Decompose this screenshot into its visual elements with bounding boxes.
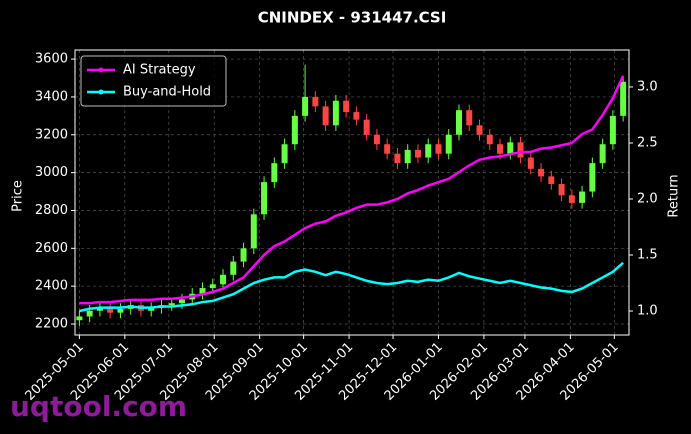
candle-body <box>435 144 442 154</box>
y2-tick-label: 3.0 <box>637 79 658 94</box>
candle-body <box>199 288 206 294</box>
candle-body <box>445 134 452 154</box>
candle-body <box>117 308 124 313</box>
candle-body <box>538 168 545 177</box>
candle-body <box>230 261 237 275</box>
legend-box <box>80 55 227 107</box>
candle-body <box>497 144 504 154</box>
candle-body <box>507 142 514 154</box>
candle-body <box>466 110 473 126</box>
candle-body <box>384 144 391 154</box>
chart-title: CNINDEX - 931447.CSI <box>258 9 447 27</box>
candle-body <box>168 303 175 306</box>
return-line <box>79 261 624 313</box>
plot-frame <box>74 49 630 336</box>
candle-body <box>599 144 606 164</box>
y-tick-label: 2200 <box>35 317 68 332</box>
return-line <box>79 75 625 305</box>
candle-body <box>373 134 380 145</box>
y-tick-label: 3400 <box>35 89 68 104</box>
candle-body <box>527 157 534 169</box>
y-tick-label: 2400 <box>35 279 68 294</box>
candle-body <box>414 149 421 158</box>
legend-marker <box>98 89 104 95</box>
candle-body <box>425 144 432 158</box>
y2-tick-label: 2.0 <box>637 191 658 206</box>
candle-body <box>250 214 257 249</box>
candle-body <box>209 284 216 289</box>
candle-body <box>86 310 93 317</box>
legend-label: Buy-and-Hold <box>123 85 211 100</box>
candle-body <box>76 316 83 321</box>
y-tick-label: 2800 <box>35 203 68 218</box>
y2-axis-label: Return <box>667 174 682 217</box>
candle-body <box>476 125 483 135</box>
candle-body <box>517 142 524 158</box>
candle-body <box>322 106 329 126</box>
y2-tick-label: 2.5 <box>637 135 658 150</box>
candle-body <box>107 306 114 313</box>
candle-body <box>394 153 401 164</box>
candle-body <box>548 176 555 184</box>
y-tick-label: 3000 <box>35 165 68 180</box>
candle-body <box>455 110 462 135</box>
y-tick-label: 2600 <box>35 241 68 256</box>
candle-body <box>363 119 370 135</box>
candle-body <box>302 96 309 116</box>
candle-body <box>404 149 411 164</box>
candle-body <box>281 144 288 164</box>
candle-body <box>558 183 565 196</box>
candle-body <box>271 163 278 183</box>
legend-marker <box>98 67 104 73</box>
candle-body <box>609 115 616 145</box>
candle-body <box>148 307 155 311</box>
y-axis-label: Price <box>11 180 26 212</box>
candle-body <box>486 134 493 145</box>
legend: AI Strategy Buy-and-Hold <box>80 55 227 107</box>
candle-body <box>312 96 319 107</box>
candle-body <box>353 112 360 120</box>
legend-label: AI Strategy <box>123 63 196 78</box>
watermark: uqtool.com <box>10 390 187 423</box>
candle-body <box>568 195 575 203</box>
candle-body <box>261 182 268 215</box>
candle-body <box>579 191 586 203</box>
candle-body <box>240 248 247 262</box>
y-tick-label: 3200 <box>35 127 68 142</box>
candle-body <box>332 100 339 126</box>
candle-body <box>343 100 350 113</box>
y2-tick-label: 1.5 <box>637 248 658 263</box>
candle-body <box>291 115 298 145</box>
candle-body <box>220 274 227 285</box>
y2-tick-label: 1.0 <box>637 304 658 319</box>
candle-body <box>178 299 185 304</box>
y-tick-label: 3600 <box>35 52 68 67</box>
candle-body <box>589 163 596 192</box>
candle-body <box>620 81 627 116</box>
